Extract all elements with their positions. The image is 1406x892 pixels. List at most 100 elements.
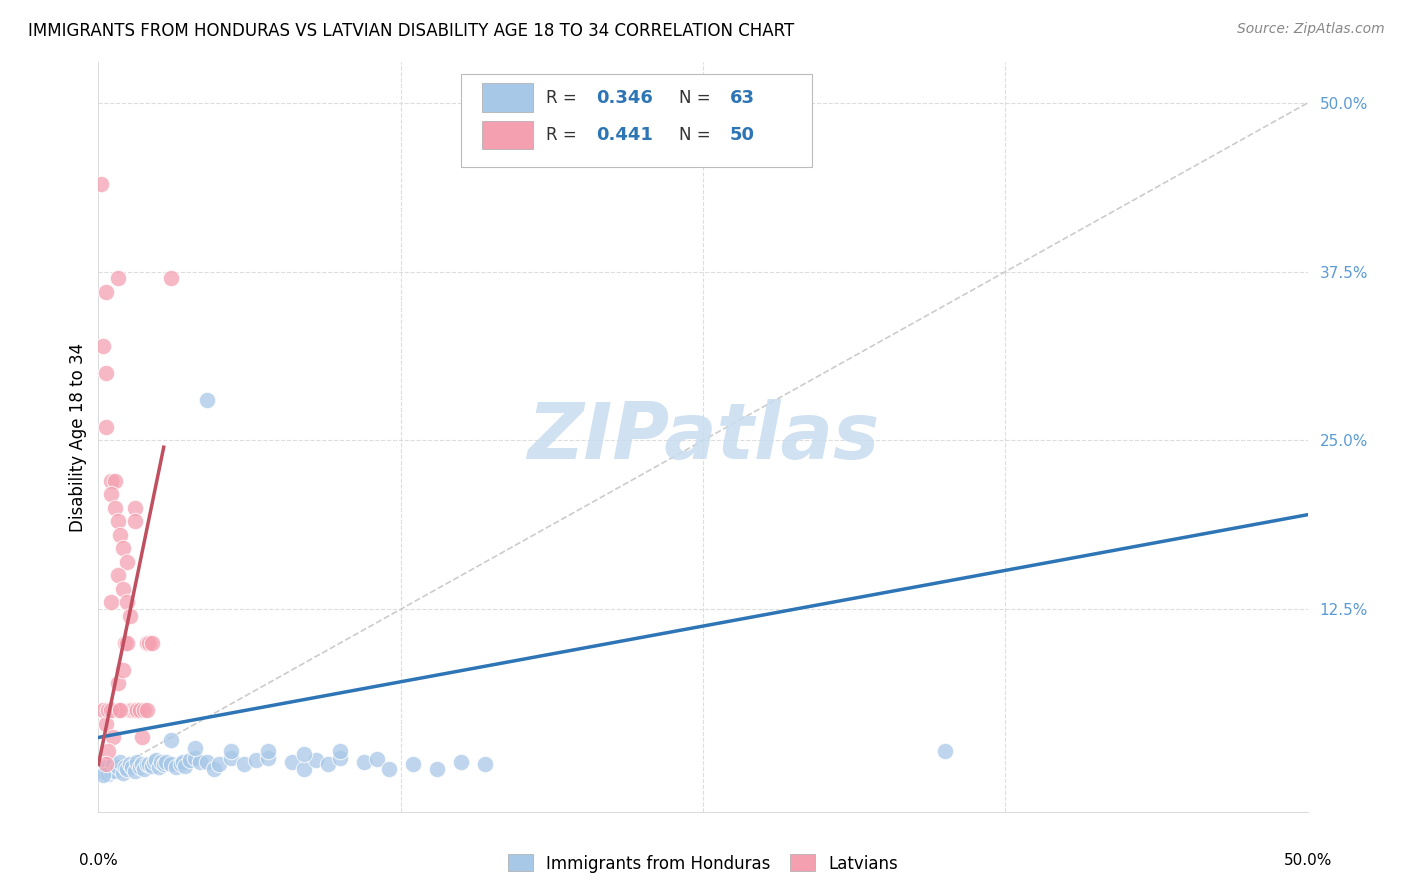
- Point: [141, 759, 163, 773]
- Point: [135, 636, 157, 650]
- Point: [169, 757, 191, 772]
- Point: [94, 717, 117, 731]
- Point: [138, 757, 160, 772]
- Point: [124, 515, 146, 529]
- Point: [111, 582, 134, 596]
- Text: 0.441: 0.441: [596, 126, 654, 145]
- Point: [124, 764, 146, 779]
- Point: [114, 760, 136, 774]
- Point: [108, 703, 131, 717]
- Point: [121, 703, 143, 717]
- Point: [94, 420, 117, 434]
- Point: [117, 762, 139, 776]
- Point: [91, 768, 114, 782]
- Point: [107, 568, 129, 582]
- Point: [292, 747, 315, 761]
- Point: [128, 760, 150, 774]
- Point: [138, 636, 160, 650]
- Point: [97, 767, 120, 781]
- FancyBboxPatch shape: [461, 74, 811, 168]
- Point: [97, 744, 120, 758]
- Legend: Immigrants from Honduras, Latvians: Immigrants from Honduras, Latvians: [501, 847, 905, 880]
- Text: Source: ZipAtlas.com: Source: ZipAtlas.com: [1237, 22, 1385, 37]
- Point: [152, 757, 174, 772]
- Point: [100, 764, 122, 779]
- Point: [121, 760, 143, 774]
- Point: [134, 703, 156, 717]
- Point: [124, 500, 146, 515]
- Point: [329, 744, 352, 758]
- Point: [111, 765, 134, 780]
- Point: [143, 755, 166, 769]
- Point: [221, 744, 243, 758]
- Point: [131, 731, 153, 745]
- Point: [232, 757, 254, 772]
- Point: [104, 703, 127, 717]
- Point: [474, 757, 496, 772]
- Text: R =: R =: [546, 88, 582, 107]
- Point: [111, 541, 134, 556]
- Point: [174, 759, 197, 773]
- Y-axis label: Disability Age 18 to 34: Disability Age 18 to 34: [69, 343, 87, 532]
- Point: [377, 762, 399, 776]
- Point: [292, 762, 315, 776]
- Point: [195, 392, 218, 407]
- Point: [107, 703, 129, 717]
- Point: [160, 271, 183, 285]
- Text: N =: N =: [679, 126, 716, 145]
- Point: [245, 753, 267, 767]
- Point: [100, 474, 122, 488]
- Point: [165, 760, 187, 774]
- Point: [329, 750, 352, 764]
- Point: [160, 733, 183, 747]
- Point: [221, 750, 243, 764]
- Point: [101, 703, 124, 717]
- Point: [101, 731, 124, 745]
- Point: [135, 757, 157, 772]
- Point: [934, 744, 956, 758]
- Point: [141, 636, 163, 650]
- Point: [127, 703, 149, 717]
- Point: [131, 757, 153, 772]
- Point: [111, 663, 134, 677]
- Point: [256, 750, 278, 764]
- Point: [316, 757, 339, 772]
- Point: [124, 703, 146, 717]
- Point: [104, 474, 127, 488]
- Point: [148, 760, 170, 774]
- Point: [366, 752, 388, 766]
- Point: [204, 762, 226, 776]
- Point: [94, 285, 117, 299]
- Point: [134, 762, 156, 776]
- Point: [104, 703, 127, 717]
- Point: [118, 757, 141, 772]
- Point: [208, 757, 231, 772]
- Point: [195, 755, 218, 769]
- Point: [117, 636, 139, 650]
- Point: [117, 555, 139, 569]
- Point: [107, 676, 129, 690]
- Point: [94, 757, 117, 772]
- Point: [256, 744, 278, 758]
- Point: [184, 741, 207, 756]
- Point: [114, 636, 136, 650]
- Point: [94, 760, 117, 774]
- Point: [281, 755, 304, 769]
- Text: N =: N =: [679, 88, 716, 107]
- Point: [94, 366, 117, 380]
- Point: [188, 755, 211, 769]
- Point: [104, 500, 127, 515]
- Point: [91, 339, 114, 353]
- Point: [91, 764, 114, 779]
- Point: [179, 753, 201, 767]
- Text: ZIPatlas: ZIPatlas: [527, 399, 879, 475]
- Point: [90, 177, 112, 191]
- Point: [108, 528, 131, 542]
- Text: 50.0%: 50.0%: [1284, 853, 1331, 868]
- Text: 0.0%: 0.0%: [79, 853, 118, 868]
- Point: [172, 755, 194, 769]
- Point: [353, 755, 375, 769]
- Bar: [482, 84, 533, 112]
- Point: [101, 757, 124, 772]
- Text: 50: 50: [730, 126, 755, 145]
